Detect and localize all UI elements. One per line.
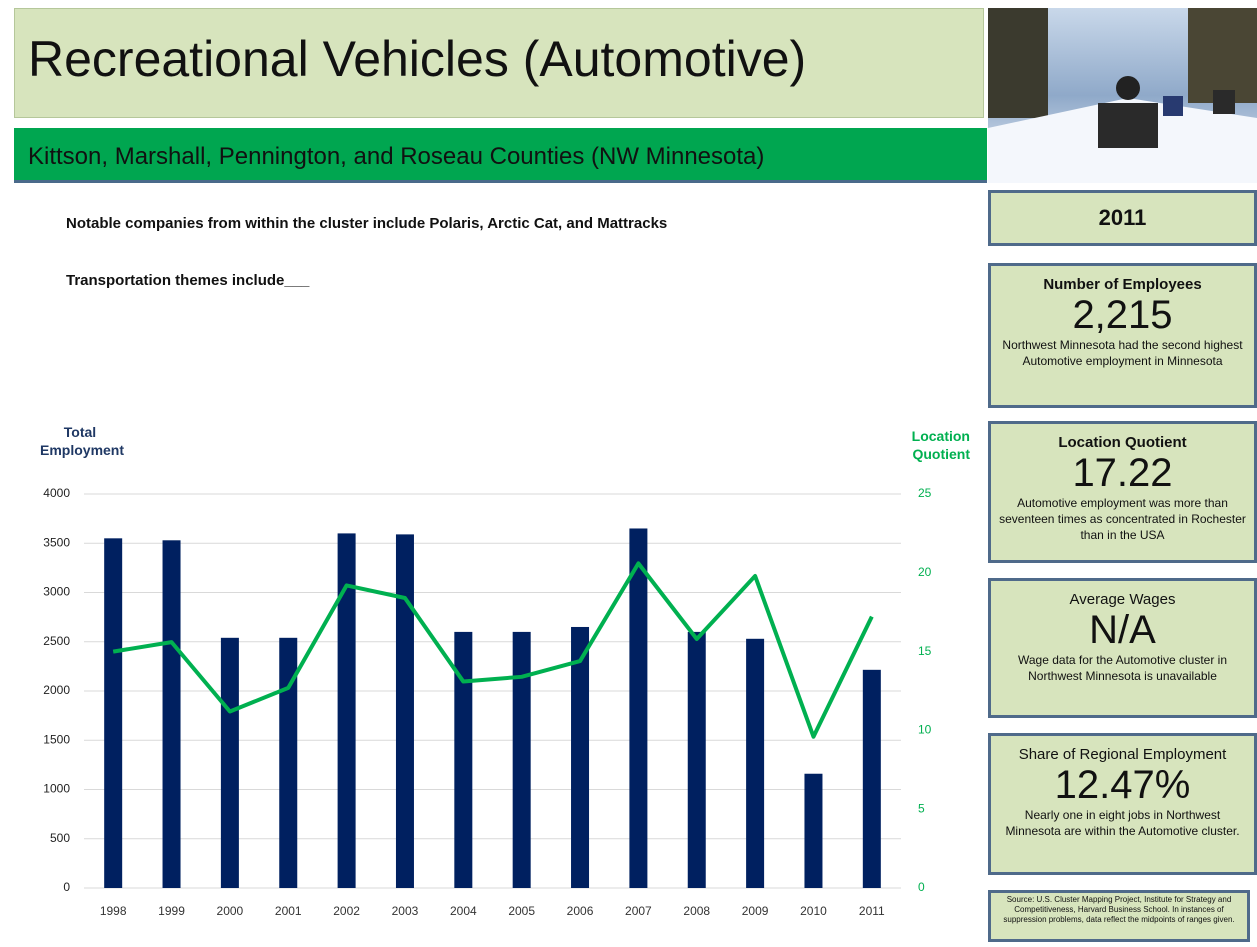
- y-tick-label: 3500: [43, 535, 70, 549]
- y-tick-label: 1500: [43, 732, 70, 746]
- x-tick-label: 2002: [333, 904, 360, 918]
- y-tick-label: 1000: [43, 782, 70, 796]
- panel-heading: Share of Regional Employment: [991, 746, 1254, 763]
- y2-tick-label: 15: [918, 644, 932, 658]
- panel-heading: Number of Employees: [991, 276, 1254, 293]
- slide: {"title": "Recreational Vehicles (Automo…: [0, 0, 1257, 947]
- x-tick-label: 2004: [450, 904, 477, 918]
- y2-tick-label: 5: [918, 801, 925, 815]
- x-tick-label: 2008: [683, 904, 710, 918]
- x-tick-label: 2005: [508, 904, 535, 918]
- y-tick-label: 3000: [43, 585, 70, 599]
- source-box: Source: U.S. Cluster Mapping Project, In…: [988, 890, 1250, 942]
- y2-tick-label: 20: [918, 565, 932, 579]
- panel-value: 12.47%: [991, 763, 1254, 807]
- year-box: 2011: [988, 190, 1257, 246]
- bar: [863, 670, 881, 888]
- y2-tick-label: 10: [918, 723, 932, 737]
- bar: [804, 774, 822, 888]
- chart: 0 500 1000 1500 2000 2500 3000 3500 4000 0 5 10 15 20…: [0, 0, 985, 947]
- x-tick-label: 2011: [859, 904, 885, 918]
- bar: [746, 639, 764, 888]
- panel-text: Automotive employment was more than seve…: [991, 495, 1254, 543]
- photo: [988, 8, 1257, 183]
- panel-text: Wage data for the Automotive cluster in …: [991, 652, 1254, 684]
- x-tick-label: 1999: [158, 904, 185, 918]
- y-tick-label: 4000: [43, 486, 70, 500]
- y-tick-label: 2500: [43, 634, 70, 648]
- bar: [104, 538, 122, 888]
- x-tick-label: 2009: [742, 904, 769, 918]
- x-tick-label: 2000: [217, 904, 244, 918]
- y2-tick-label: 25: [918, 486, 932, 500]
- panel-value: 17.22: [991, 451, 1254, 495]
- y-tick-label: 0: [63, 880, 70, 894]
- panel-heading: Average Wages: [991, 591, 1254, 608]
- bar: [396, 534, 414, 888]
- bar: [513, 632, 531, 888]
- x-tick-label: 2006: [567, 904, 594, 918]
- x-tick-label: 2001: [275, 904, 302, 918]
- panel-heading: Location Quotient: [991, 434, 1254, 451]
- y2-tick-label: 0: [918, 880, 925, 894]
- bar: [688, 632, 706, 888]
- bar: [629, 528, 647, 888]
- bar: [571, 627, 589, 888]
- bar: [221, 638, 239, 888]
- x-tick-label: 1998: [100, 904, 127, 918]
- panel-text: Northwest Minnesota had the second highe…: [991, 337, 1254, 369]
- x-tick-label: 2007: [625, 904, 652, 918]
- x-tick-label: 2003: [392, 904, 419, 918]
- bar: [163, 540, 181, 888]
- y-tick-label: 2000: [43, 683, 70, 697]
- panel-text: Nearly one in eight jobs in Northwest Mi…: [991, 807, 1254, 839]
- panel-value: N/A: [991, 608, 1254, 652]
- x-tick-label: 2010: [800, 904, 827, 918]
- panel-value: 2,215: [991, 293, 1254, 337]
- y-tick-label: 500: [50, 831, 70, 845]
